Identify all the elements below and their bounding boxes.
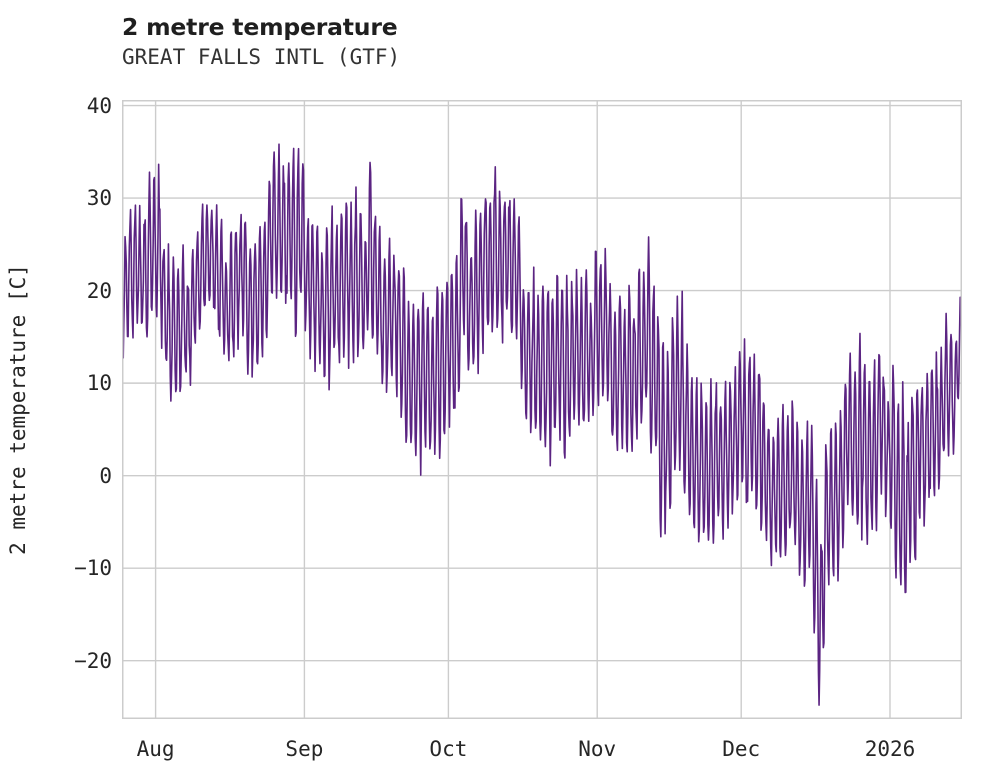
y-axis-tick-label: −20 (74, 648, 112, 673)
y-axis-tick-label: 20 (86, 278, 112, 303)
y-axis-tick-label: 0 (99, 463, 112, 488)
x-axis-tick-label: Nov (578, 737, 617, 761)
title-block: 2 metre temperature GREAT FALLS INTL (GT… (122, 13, 401, 70)
plot-frame (122, 100, 962, 719)
y-axis-tick-label: 40 (86, 93, 112, 118)
x-axis-tick-label: Oct (429, 737, 468, 761)
x-axis-tick-labels: Aug Sep Oct Nov Dec 2026 (122, 737, 962, 767)
y-axis-tick-label: 10 (86, 371, 112, 396)
y-axis-tick-label: 30 (86, 186, 112, 211)
page-title: 2 metre temperature (122, 13, 398, 41)
plot-area (122, 100, 962, 719)
x-axis-tick-label: Dec (722, 737, 761, 761)
y-axis-label: 2 metre temperature [C] (6, 264, 30, 555)
x-axis-tick-label: Aug (136, 737, 175, 761)
x-axis-tick-label: Sep (285, 737, 324, 761)
y-axis-tick-label: −10 (74, 556, 112, 581)
series-line-2m-temperature (122, 143, 962, 706)
page-subtitle: GREAT FALLS INTL (GTF) (122, 45, 401, 70)
x-axis-tick-label: 2026 (864, 737, 916, 761)
temperature-line-chart (122, 100, 962, 719)
y-axis-tick-labels: 40 30 20 10 0 −10 −20 (58, 94, 112, 719)
